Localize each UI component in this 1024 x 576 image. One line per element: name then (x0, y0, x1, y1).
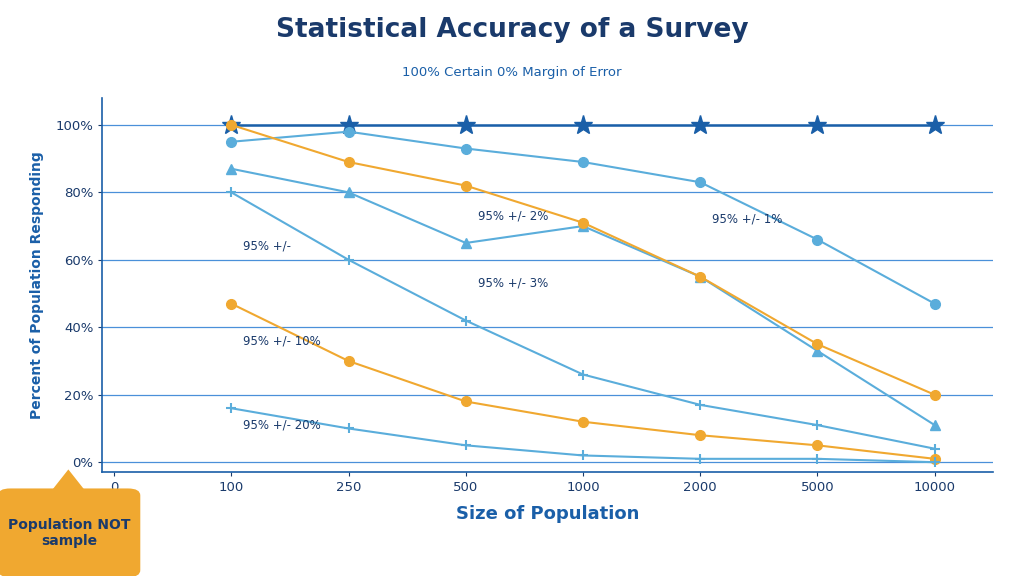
Text: 95% +/- 10%: 95% +/- 10% (243, 334, 321, 347)
Text: Population NOT
sample: Population NOT sample (8, 518, 130, 548)
Y-axis label: Percent of Population Responding: Percent of Population Responding (31, 151, 44, 419)
Text: 100% Certain 0% Margin of Error: 100% Certain 0% Margin of Error (402, 66, 622, 79)
Text: 95% +/-: 95% +/- (243, 240, 291, 253)
Text: 95% +/- 2%: 95% +/- 2% (477, 210, 548, 222)
Text: 95% +/- 1%: 95% +/- 1% (712, 213, 782, 226)
Text: 95% +/- 20%: 95% +/- 20% (243, 419, 321, 431)
Text: 95% +/- 3%: 95% +/- 3% (477, 277, 548, 290)
X-axis label: Size of Population: Size of Population (456, 506, 640, 524)
Text: Statistical Accuracy of a Survey: Statistical Accuracy of a Survey (275, 17, 749, 43)
